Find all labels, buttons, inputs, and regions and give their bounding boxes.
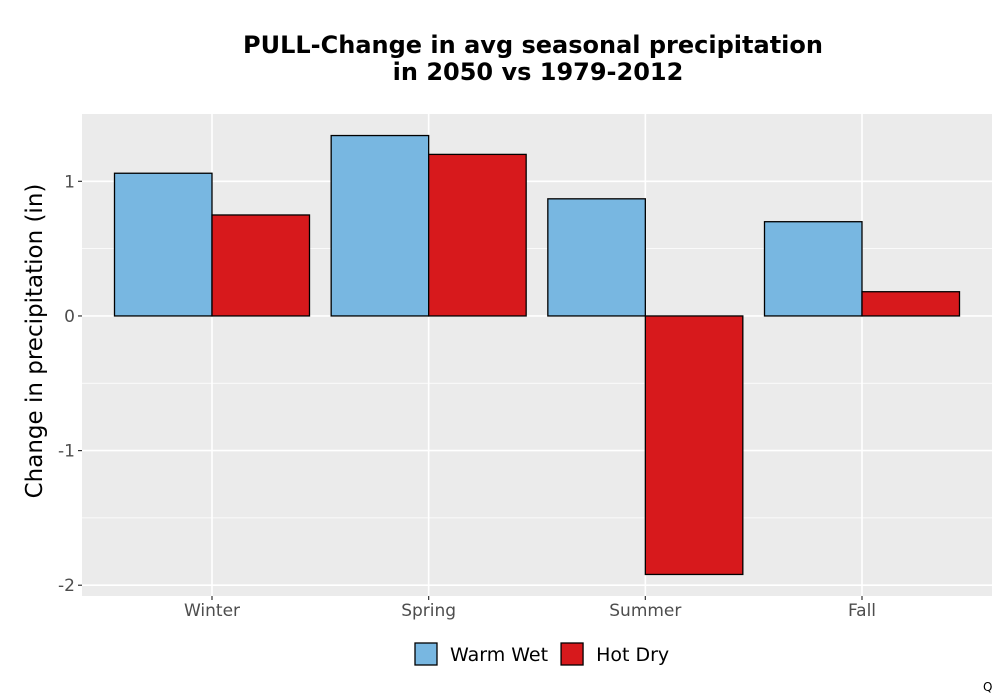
footnote-text: Q	[983, 680, 992, 694]
x-axis: Winter Spring Summer Fall	[184, 596, 876, 621]
chart-title-line-1: PULL-Change in avg seasonal precipitatio…	[243, 31, 823, 59]
y-tick-label: -1	[58, 442, 75, 462]
legend-swatch-warm-wet	[414, 642, 438, 666]
x-tick-label: Fall	[848, 601, 876, 621]
legend-label: Hot Dry	[596, 644, 669, 666]
y-axis: -2 -1 0 1	[58, 172, 82, 596]
legend-label: Warm Wet	[450, 644, 548, 666]
legend: Warm Wet Hot Dry	[414, 642, 669, 666]
bar-hot-dry-fall	[861, 291, 961, 317]
x-tick-label: Winter	[184, 601, 240, 621]
x-tick-label: Summer	[609, 601, 681, 621]
bar-hot-dry-spring	[428, 153, 527, 317]
legend-swatch-hot-dry	[560, 642, 584, 666]
y-tick-label: 1	[64, 172, 75, 192]
bar-hot-dry-winter	[211, 214, 311, 317]
bar-warm-wet-summer	[547, 198, 646, 317]
bar-warm-wet-spring	[330, 134, 430, 317]
bar-warm-wet-winter	[113, 172, 213, 317]
y-axis-title: Change in precipitation (in)	[22, 184, 48, 499]
x-tick-label: Spring	[401, 601, 456, 621]
plot-panel	[82, 114, 992, 596]
chart-title-line-2: in 2050 vs 1979-2012	[393, 58, 684, 86]
bar-hot-dry-summer	[644, 315, 744, 576]
y-tick-label: -2	[58, 576, 75, 596]
bar-warm-wet-fall	[763, 221, 863, 317]
bars	[113, 134, 961, 576]
y-tick-label: 0	[64, 307, 75, 327]
